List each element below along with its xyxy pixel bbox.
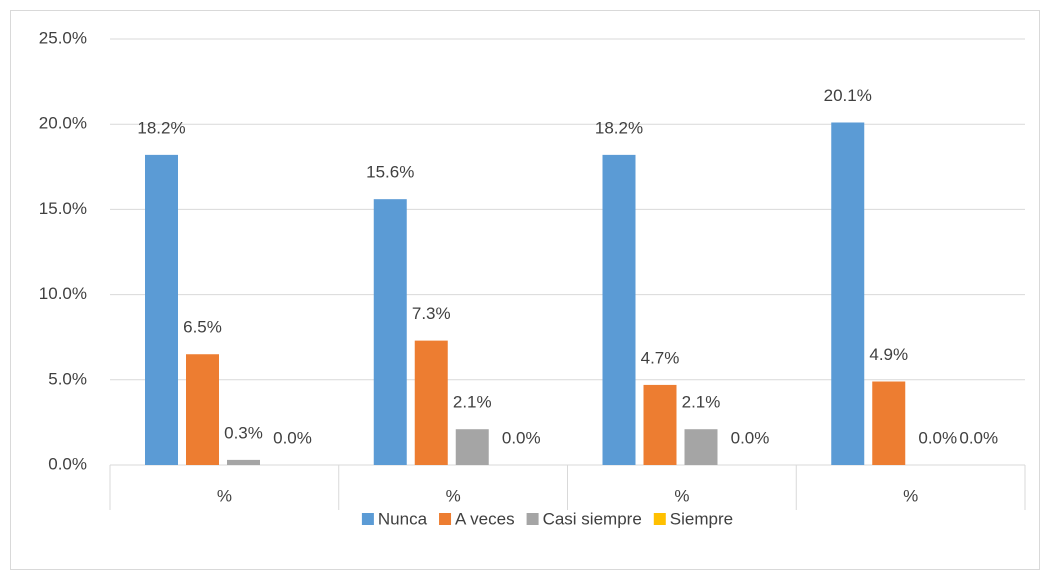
data-label: 4.9%: [869, 345, 908, 364]
legend-swatch: [526, 513, 539, 525]
y-tick-label: 10.0%: [39, 284, 87, 303]
data-label: 0.0%: [918, 428, 957, 447]
x-tick-label: %: [446, 486, 461, 505]
bar: [186, 354, 219, 465]
y-tick-label: 15.0%: [39, 199, 87, 218]
data-label: 18.2%: [595, 118, 643, 137]
bar: [602, 154, 636, 465]
y-tick-label: 5.0%: [48, 369, 87, 388]
bar: [373, 199, 407, 465]
data-label: 0.3%: [224, 423, 263, 442]
bar: [145, 154, 178, 465]
data-label: 0.0%: [959, 428, 998, 447]
legend-swatch: [361, 513, 374, 525]
y-tick-label: 0.0%: [48, 454, 87, 473]
x-tick-label: %: [674, 486, 689, 505]
data-label: 2.1%: [453, 393, 492, 412]
x-tick-label: %: [903, 486, 918, 505]
data-label: 2.1%: [682, 393, 721, 412]
data-label: 18.2%: [137, 118, 185, 137]
data-label: 0.0%: [502, 428, 541, 447]
bar: [684, 429, 718, 465]
legend-label: A veces: [455, 509, 515, 528]
legend-label: Siempre: [670, 509, 733, 528]
bar: [414, 340, 448, 465]
bar: [643, 384, 677, 465]
x-tick-label: %: [217, 486, 232, 505]
bar: [831, 122, 865, 465]
data-label: 7.3%: [412, 304, 451, 323]
bar: [227, 459, 260, 465]
legend-swatch: [653, 513, 666, 525]
data-label: 20.1%: [824, 86, 872, 105]
y-tick-label: 25.0%: [39, 28, 87, 47]
data-label: 0.0%: [273, 428, 312, 447]
legend-label: Casi siempre: [543, 509, 642, 528]
bar: [455, 429, 489, 465]
data-label: 6.5%: [183, 318, 222, 337]
bar: [872, 381, 906, 465]
legend-label: Nunca: [378, 509, 428, 528]
legend-swatch: [439, 513, 452, 525]
data-label: 15.6%: [366, 163, 414, 182]
data-label: 4.7%: [641, 348, 680, 367]
chart-border: [10, 10, 1040, 570]
data-label: 0.0%: [731, 428, 770, 447]
y-tick-label: 20.0%: [39, 114, 87, 133]
